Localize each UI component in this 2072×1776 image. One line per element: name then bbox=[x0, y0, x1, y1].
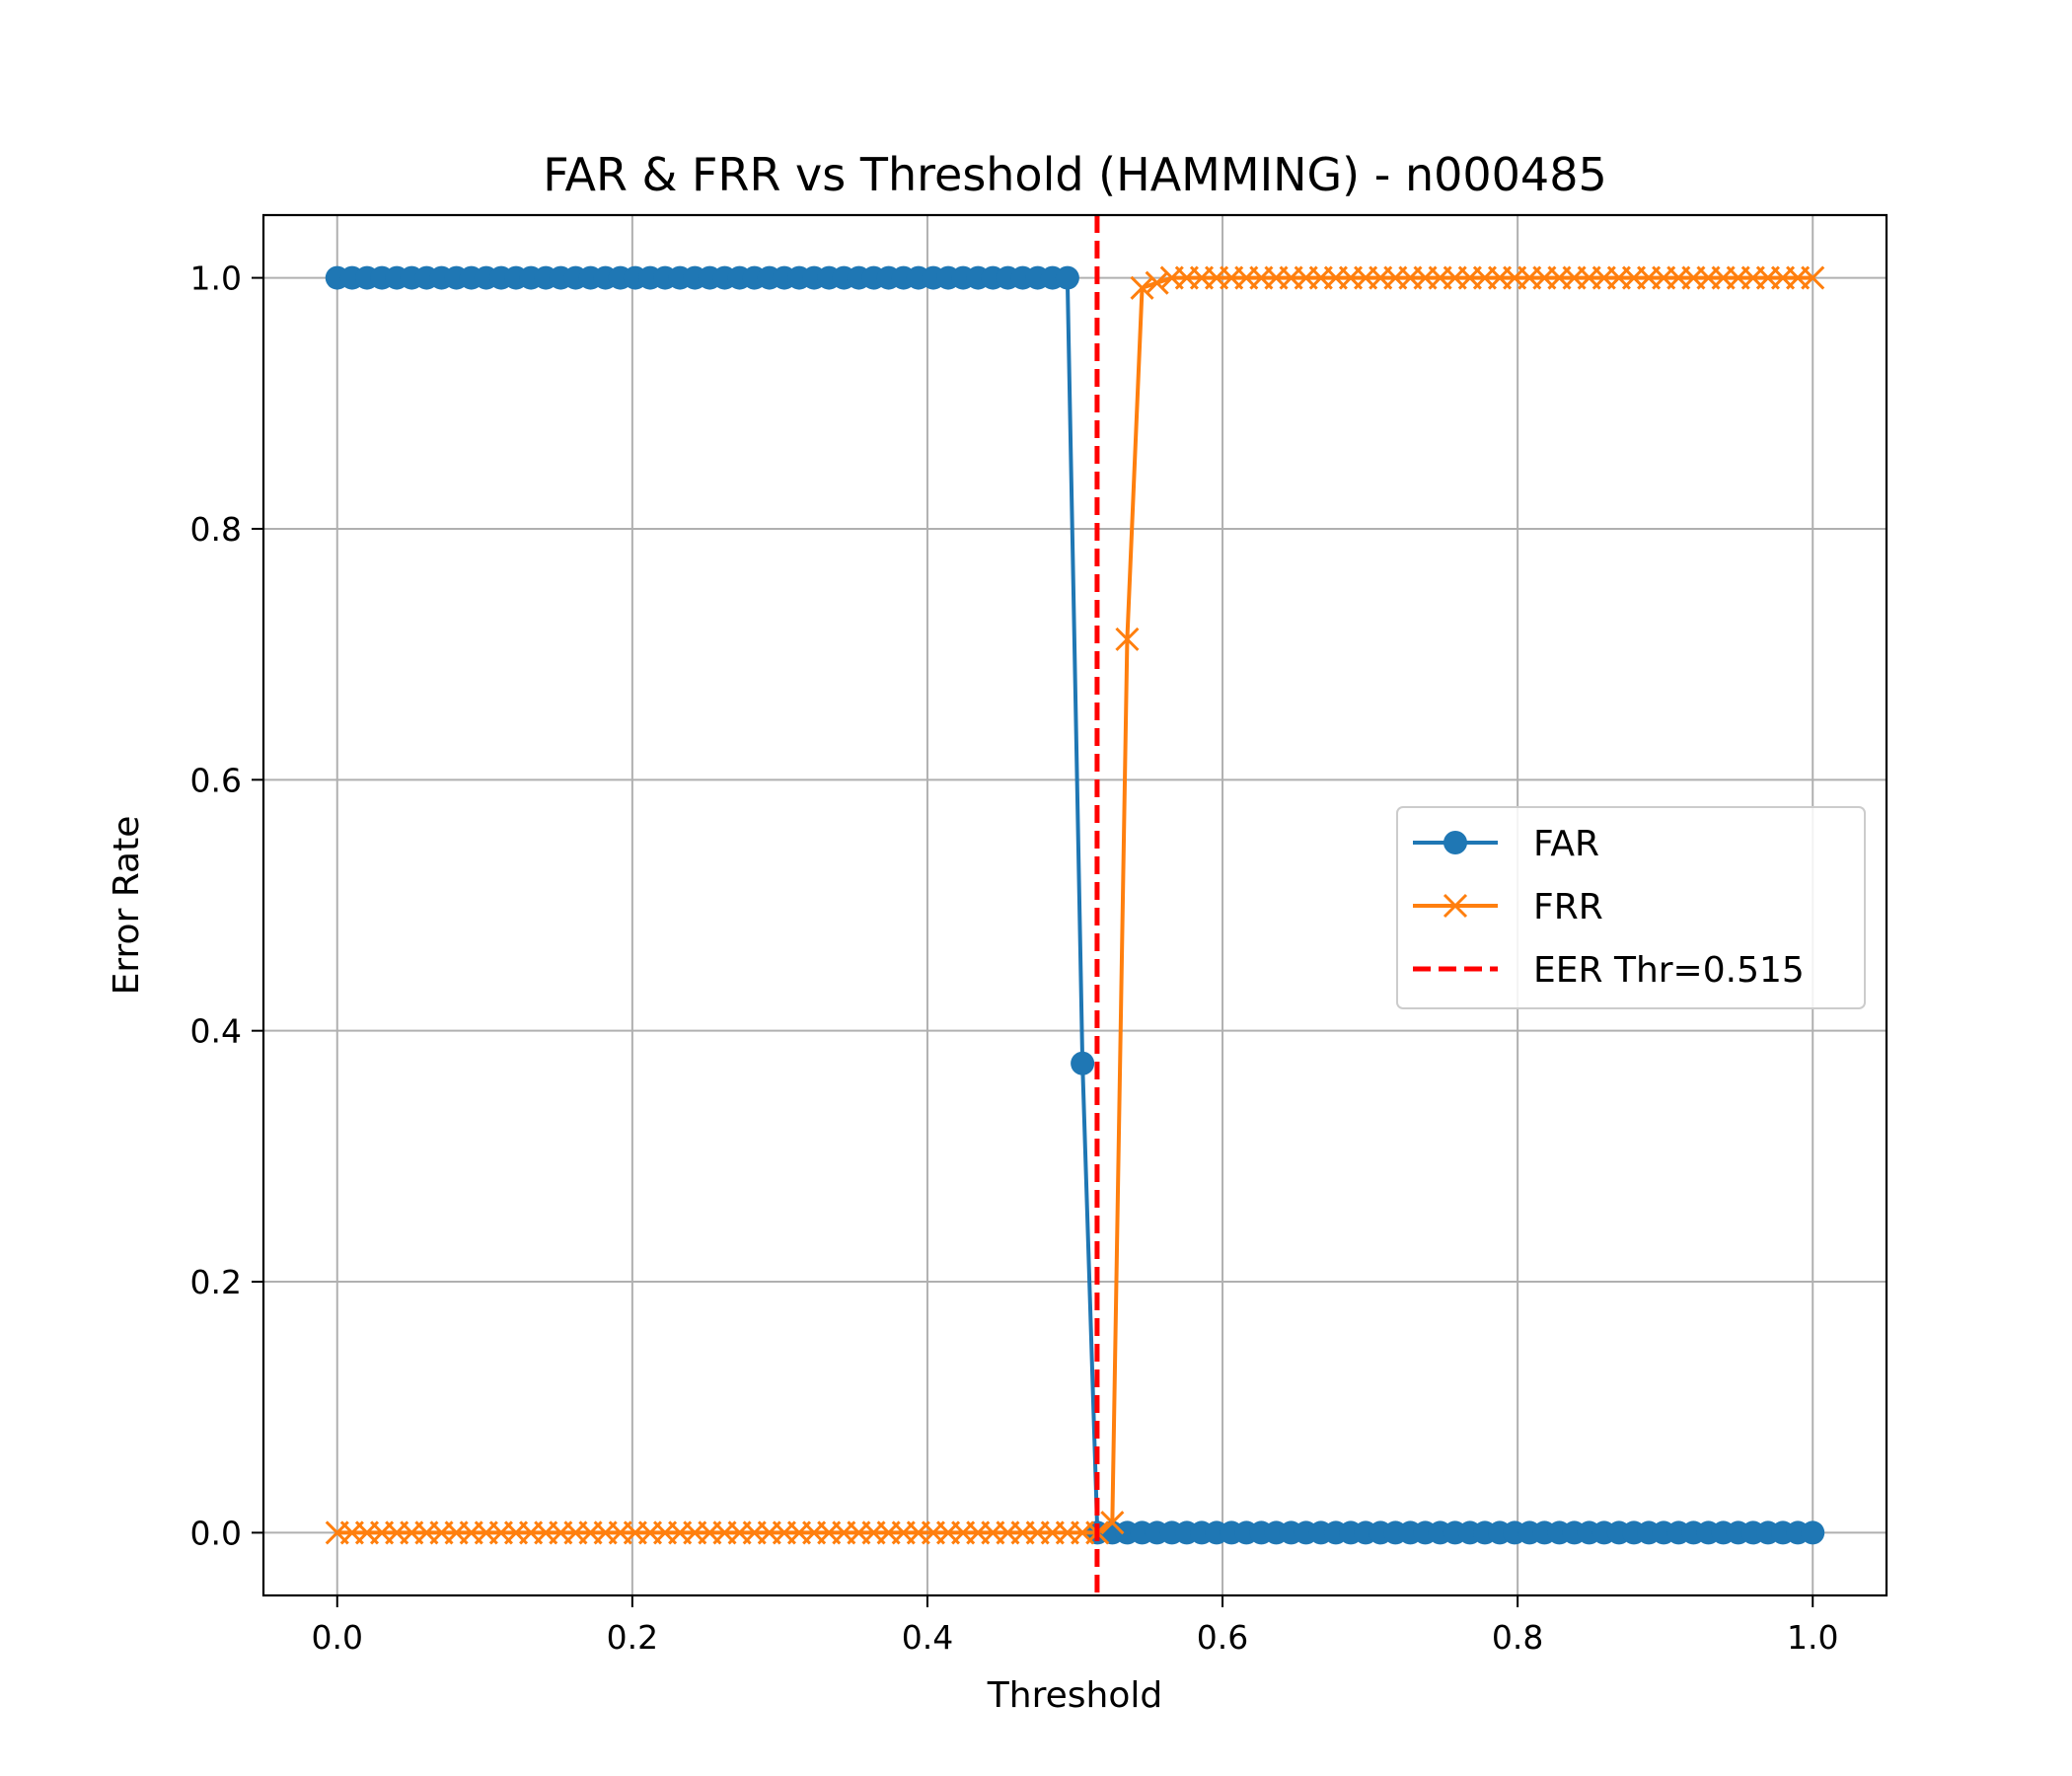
data-point-far bbox=[1055, 265, 1079, 290]
legend-label: EER Thr=0.515 bbox=[1533, 950, 1805, 991]
chart-title: FAR & FRR vs Threshold (HAMMING) - n0004… bbox=[543, 148, 1606, 201]
series-far bbox=[325, 265, 1825, 1545]
x-axis-label: Threshold bbox=[987, 1675, 1162, 1716]
series-frr bbox=[325, 265, 1825, 1545]
series-line-frr bbox=[336, 275, 1813, 1535]
x-tick-label: 0.8 bbox=[1492, 1618, 1543, 1657]
legend-box bbox=[1396, 806, 1866, 1009]
x-tick-label: 0.0 bbox=[312, 1618, 363, 1657]
data-point-far bbox=[1801, 1520, 1825, 1545]
legend-marker bbox=[1443, 831, 1467, 854]
legend-marker bbox=[1443, 893, 1468, 919]
plot-series bbox=[325, 265, 1825, 1545]
data-point-far bbox=[1071, 1051, 1095, 1075]
y-tick-label: 0.6 bbox=[190, 761, 242, 799]
legend: FAR FRR EER Thr=0.515 bbox=[1396, 806, 1866, 1009]
plot-area-frame bbox=[261, 213, 1888, 1597]
grid bbox=[263, 215, 1887, 1595]
y-tick-label: 0.2 bbox=[190, 1263, 242, 1301]
data-point-frr bbox=[1115, 627, 1140, 651]
y-tick-label: 0.8 bbox=[190, 510, 242, 549]
x-tick-label: 0.2 bbox=[607, 1618, 658, 1657]
data-point-frr bbox=[1100, 1511, 1125, 1535]
x-tick-label: 1.0 bbox=[1787, 1618, 1838, 1657]
y-axis-label: Error Rate bbox=[107, 816, 147, 996]
legend-label: FRR bbox=[1533, 887, 1603, 927]
y-tick-label: 0.4 bbox=[190, 1012, 242, 1051]
x-tick-label: 0.4 bbox=[902, 1618, 953, 1657]
data-point-frr bbox=[1145, 270, 1169, 295]
y-tick-label: 0.0 bbox=[190, 1514, 242, 1552]
x-tick-label: 0.6 bbox=[1197, 1618, 1248, 1657]
legend-label: FAR bbox=[1533, 824, 1599, 864]
data-point-frr bbox=[1801, 265, 1825, 290]
axis-ticks: 0.0 0.2 0.4 0.6 0.8 1.0 0.0 0.2 0.4 0.6 0.8 1.0 bbox=[190, 259, 1839, 1657]
y-tick-label: 1.0 bbox=[190, 259, 242, 298]
data-point-frr bbox=[1130, 275, 1154, 300]
